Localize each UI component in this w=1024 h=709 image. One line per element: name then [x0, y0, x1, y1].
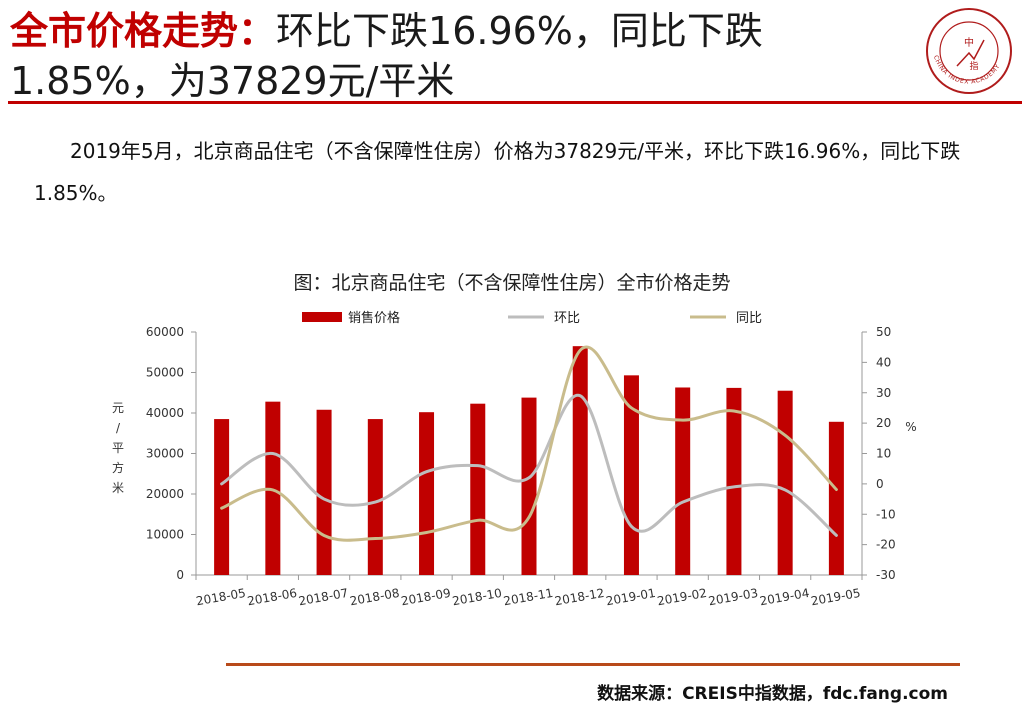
- x-tick-label: 2019-02: [656, 586, 708, 608]
- left-tick-label: 0: [176, 568, 184, 582]
- x-tick-label: 2019-05: [810, 586, 862, 608]
- summary-paragraph: 2019年5月，北京商品住宅（不含保障性住房）价格为37829元/平米，环比下跌…: [34, 130, 1004, 214]
- mom-line: [220, 394, 838, 537]
- right-tick-label: 20: [876, 416, 891, 430]
- x-tick-label: 2018-07: [297, 586, 349, 608]
- title-divider: [8, 101, 1022, 104]
- right-tick-label: 0: [876, 477, 884, 491]
- price-bar: [316, 409, 332, 575]
- x-tick-label: 2019-04: [759, 586, 811, 608]
- right-tick-label: 50: [876, 325, 891, 339]
- logo-center-bottom: 指: [969, 60, 978, 72]
- x-tick-label: 2018-12: [554, 586, 606, 608]
- x-tick-label: 2019-03: [707, 586, 759, 608]
- right-tick-label: 40: [876, 355, 891, 369]
- price-bar: [367, 419, 383, 575]
- chart-title: 图：北京商品住宅（不含保障性住房）全市价格走势: [293, 272, 731, 294]
- x-tick-label: 2018-11: [502, 586, 554, 608]
- price-bar: [828, 421, 844, 575]
- price-bar: [623, 375, 639, 575]
- right-tick-label: -20: [876, 538, 896, 552]
- legend-label: 同比: [736, 311, 762, 326]
- title-highlight: 全市价格走势：: [10, 9, 277, 53]
- right-tick-label: -30: [876, 568, 896, 582]
- legend-label: 环比: [554, 311, 580, 326]
- x-tick-label: 2019-01: [605, 586, 657, 608]
- price-bar: [419, 412, 435, 575]
- x-tick-label: 2018-10: [451, 586, 503, 608]
- legend-swatch-bar: [302, 312, 342, 322]
- price-bar: [777, 390, 793, 575]
- x-tick-label: 2018-09: [400, 586, 452, 608]
- right-tick-label: 10: [876, 447, 891, 461]
- logo-center-top: 中: [964, 36, 974, 49]
- yoy-line: [220, 345, 838, 542]
- price-bar: [675, 387, 691, 575]
- left-tick-label: 10000: [146, 528, 184, 542]
- footer-divider: [226, 663, 960, 666]
- y-axis-label: 元/平方米: [112, 401, 124, 495]
- left-tick-label: 40000: [146, 406, 184, 420]
- chart-axes: 0 10000 20000 30000 40000 50000 60000 -30 -20 -10…: [112, 325, 917, 608]
- x-tick-label: 2018-05: [195, 586, 247, 608]
- price-bar: [521, 397, 537, 575]
- data-source: 数据来源：CREIS中指数据，fdc.fang.com: [597, 684, 948, 704]
- title-rest: 环比下跌16.96%，同比下跌1.85%，为37829元/平米: [10, 9, 763, 103]
- legend-label: 销售价格: [348, 310, 400, 326]
- chart-legend: 销售价格 环比 同比: [302, 310, 762, 326]
- price-trend-chart: 销售价格 环比 同比 0 10000 20000 30000 40000 50000 60000…: [112, 310, 917, 608]
- left-tick-label: 50000: [146, 366, 184, 380]
- left-tick-label: 30000: [146, 447, 184, 461]
- logo-ring-text: CHINA INDEX ACADEMY: [932, 54, 1001, 85]
- x-tick-label: 2018-08: [349, 586, 401, 608]
- right-tick-label: -10: [876, 507, 896, 521]
- right-tick-label: 30: [876, 386, 891, 400]
- china-index-academy-logo: 中 指 CHINA INDEX ACADEMY: [926, 8, 1012, 94]
- page-title: 全市价格走势：环比下跌16.96%，同比下跌1.85%，为37829元/平米: [10, 6, 910, 106]
- left-tick-label: 60000: [146, 325, 184, 339]
- price-bar: [726, 387, 742, 575]
- price-bar: [470, 403, 486, 575]
- price-bars: [214, 346, 844, 575]
- pct-lines: [220, 345, 838, 542]
- x-tick-label: 2018-06: [246, 586, 298, 608]
- price-bar: [265, 401, 281, 575]
- price-bar: [572, 346, 588, 575]
- price-bar: [214, 419, 230, 575]
- summary-text: 2019年5月，北京商品住宅（不含保障性住房）价格为37829元/平米，环比下跌…: [34, 139, 961, 205]
- left-tick-label: 20000: [146, 487, 184, 501]
- svg-text:CHINA INDEX ACADEMY: CHINA INDEX ACADEMY: [932, 54, 1002, 85]
- y2-axis-label: %: [905, 420, 916, 434]
